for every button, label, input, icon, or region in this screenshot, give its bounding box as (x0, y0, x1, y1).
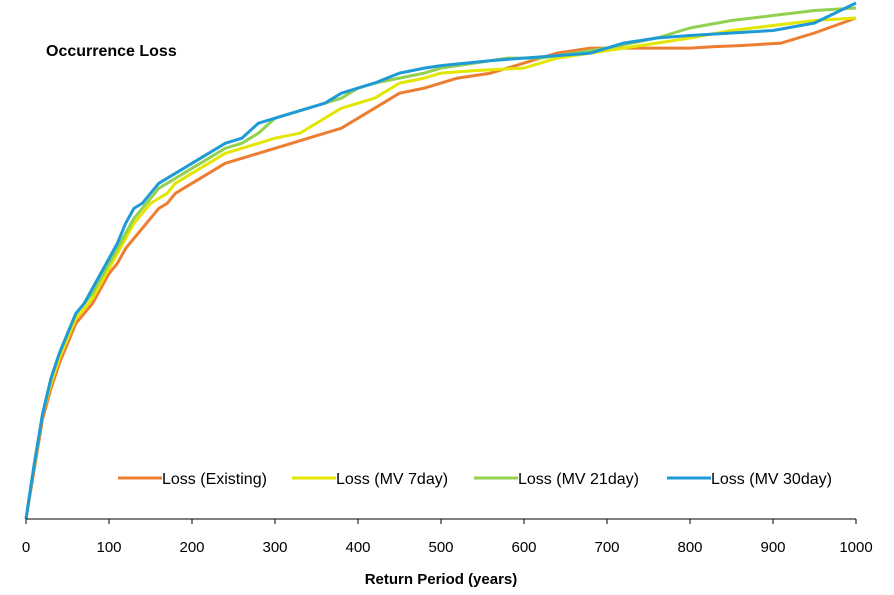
legend: Loss (Existing) Loss (MV 7day) Loss (MV 21… (118, 471, 832, 488)
x-tick-label: 700 (594, 539, 619, 556)
series-line-1 (24, 16, 857, 520)
legend-label-2: Loss (MV 7day) (336, 471, 448, 488)
legend-label-1: Loss (Existing) (162, 471, 267, 488)
x-tick-label: 300 (262, 539, 287, 556)
legend-label-4: Loss (MV 30day) (711, 471, 832, 488)
x-tick-label: 400 (345, 539, 370, 556)
series-layer (24, 1, 857, 520)
x-tick-label: 200 (179, 539, 204, 556)
x-tick-label: 500 (428, 539, 453, 556)
x-tick-label: 600 (511, 539, 536, 556)
legend-label-3: Loss (MV 21day) (518, 471, 639, 488)
x-axis-title: Return Period (years) (365, 571, 518, 588)
x-tick-label: 100 (96, 539, 121, 556)
series-line-4 (24, 1, 857, 520)
series-line-2 (24, 16, 857, 520)
x-tick-label: 0 (22, 539, 30, 556)
x-tick-label: 1000 (839, 539, 872, 556)
plot-area: 0 100 200 300 400 500 600 700 800 900 1000 (22, 1, 873, 556)
x-tick-label: 900 (760, 539, 785, 556)
x-axis-ticks: 0 100 200 300 400 500 600 700 800 900 1000 (22, 519, 873, 556)
chart-title: Occurrence Loss (46, 43, 177, 60)
x-tick-label: 800 (677, 539, 702, 556)
